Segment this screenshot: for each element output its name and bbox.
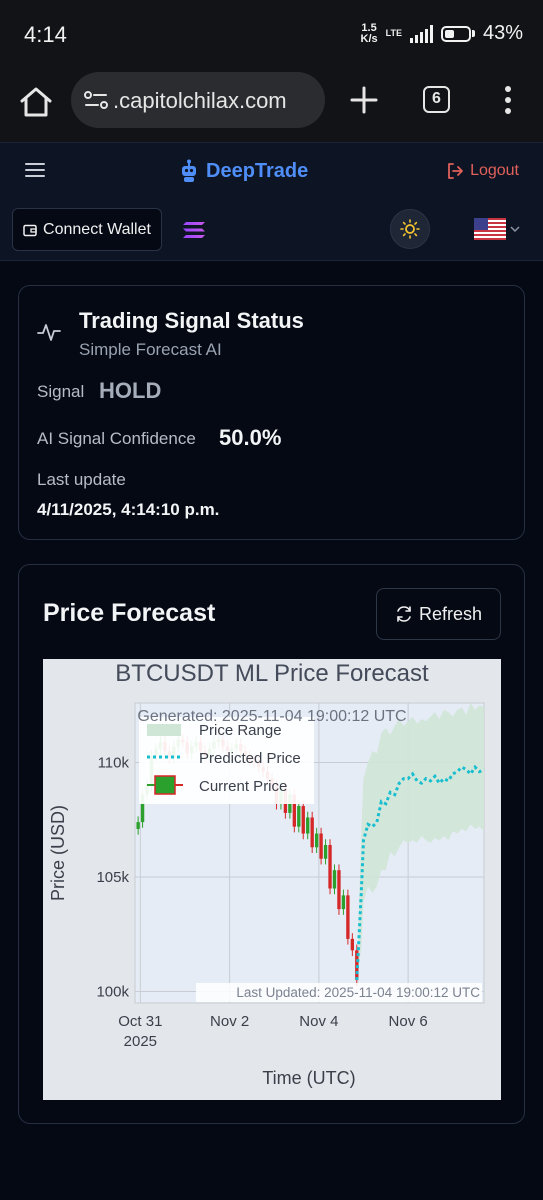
- legend-label-current: Current Price: [199, 778, 287, 795]
- confidence-value: 50.0%: [219, 425, 282, 450]
- refresh-button[interactable]: Refresh: [376, 588, 501, 640]
- tab-switcher-button[interactable]: 6: [423, 86, 450, 113]
- logout-button[interactable]: Logout: [446, 162, 519, 180]
- status-time: 4:14: [24, 22, 67, 47]
- candle: [140, 794, 145, 823]
- refresh-icon: [397, 606, 411, 622]
- url-text: .capitolchilax.com: [113, 88, 287, 113]
- battery-icon: [440, 25, 475, 42]
- brand-name: DeepTrade: [206, 159, 309, 182]
- last-update-value: 4/11/2025, 4:14:10 p.m.: [37, 500, 220, 519]
- legend-label-range: Price Range: [199, 722, 282, 739]
- robot-icon: [182, 159, 196, 182]
- browser-menu-icon[interactable]: [498, 84, 518, 116]
- x-tick-label: Nov 2: [210, 1013, 249, 1030]
- candle: [346, 895, 350, 939]
- network-speed-unit: K/s: [360, 32, 378, 45]
- candle: [319, 833, 323, 859]
- x-tick-label: Nov 4: [299, 1013, 338, 1030]
- network-speed-value: 1.5: [361, 21, 377, 34]
- candle: [341, 895, 346, 910]
- site-settings-icon[interactable]: [83, 88, 109, 112]
- chevron-down-icon: [510, 226, 520, 233]
- price-forecast-chart[interactable]: Last Updated: 2025-11-04 19:00:12 UTC Pri…: [43, 659, 501, 1100]
- last-updated-box: [196, 983, 482, 1002]
- language-selector[interactable]: [474, 218, 520, 240]
- legend-swatch-range: [147, 724, 181, 736]
- x-tick-label: Oct 31: [118, 1013, 162, 1030]
- url-bar[interactable]: .capitolchilax.com: [71, 72, 325, 128]
- us-flag-icon: [474, 218, 506, 240]
- status-indicators: 1.5 K/s LTE 43%: [361, 22, 524, 45]
- app-navbar: DeepTrade Logout: [0, 142, 543, 201]
- y-axis-label: Price (USD): [48, 805, 68, 901]
- y-tick-label: 105k: [96, 869, 129, 886]
- connect-wallet-label: Connect Wallet: [43, 220, 151, 238]
- candle: [314, 833, 319, 848]
- refresh-label: Refresh: [418, 603, 483, 624]
- wallet-icon: [23, 224, 37, 236]
- candle: [292, 794, 296, 827]
- confidence-label: AI Signal Confidence: [37, 429, 196, 448]
- connect-wallet-button[interactable]: Connect Wallet: [12, 208, 162, 251]
- activity-icon: [37, 324, 61, 341]
- signal-value: HOLD: [99, 378, 162, 403]
- brand-logo[interactable]: DeepTrade: [180, 159, 308, 183]
- logout-icon: [448, 163, 463, 179]
- forecast-title: Price Forecast: [43, 599, 216, 627]
- x-axis-label: Time (UTC): [262, 1068, 355, 1088]
- lte-icon: LTE: [385, 28, 402, 38]
- network-speed: 1.5 K/s: [360, 21, 378, 45]
- candle: [328, 844, 332, 889]
- candle: [297, 806, 301, 827]
- candle: [301, 806, 305, 834]
- new-tab-icon[interactable]: [348, 84, 380, 116]
- legend-label-predicted: Predicted Price: [199, 750, 301, 767]
- signal-strength-icon: [409, 24, 433, 43]
- price-range-band: [356, 703, 484, 981]
- hamburger-menu-icon[interactable]: [25, 162, 45, 178]
- legend-swatch-candle: [154, 775, 176, 795]
- battery-percent: 43%: [482, 22, 523, 44]
- candle: [306, 817, 310, 834]
- logout-label: Logout: [470, 162, 519, 179]
- x-tick-sublabel: 2025: [124, 1033, 157, 1050]
- y-tick-label: 110k: [98, 755, 130, 772]
- solana-icon[interactable]: [182, 221, 206, 239]
- candle: [332, 870, 337, 889]
- trading-signal-card: Trading Signal Status Simple Forecast AI…: [18, 285, 525, 540]
- signal-card-subtitle: Simple Forecast AI: [79, 340, 222, 359]
- price-forecast-card: Price Forecast Refresh Last Updated: 202…: [18, 564, 525, 1124]
- signal-card-title: Trading Signal Status: [79, 308, 304, 333]
- candle: [337, 870, 341, 910]
- app-toolbar: Connect Wallet: [0, 200, 543, 261]
- chart-subtitle: Generated: 2025-11-04 19:00:12 UTC: [137, 708, 406, 725]
- sun-icon: [400, 219, 420, 239]
- signal-label: Signal: [37, 382, 85, 401]
- candle: [350, 938, 355, 951]
- candle: [323, 844, 328, 859]
- status-bar: 4:14 1.5 K/s LTE 43%: [0, 0, 543, 70]
- browser-toolbar: .capitolchilax.com 6: [0, 70, 543, 142]
- home-icon[interactable]: [18, 84, 54, 120]
- theme-toggle-button[interactable]: [390, 209, 430, 249]
- x-tick-label: Nov 6: [389, 1013, 428, 1030]
- y-tick-label: 100k: [96, 984, 129, 1001]
- candle: [136, 822, 140, 829]
- candle: [310, 817, 314, 848]
- last-updated-annotation: Last Updated: 2025-11-04 19:00:12 UTC: [236, 985, 480, 1000]
- chart-title: BTCUSDT ML Price Forecast: [115, 660, 429, 687]
- chart-svg: Last Updated: 2025-11-04 19:00:12 UTC Pri…: [43, 659, 501, 1100]
- last-update-label: Last update: [37, 470, 126, 489]
